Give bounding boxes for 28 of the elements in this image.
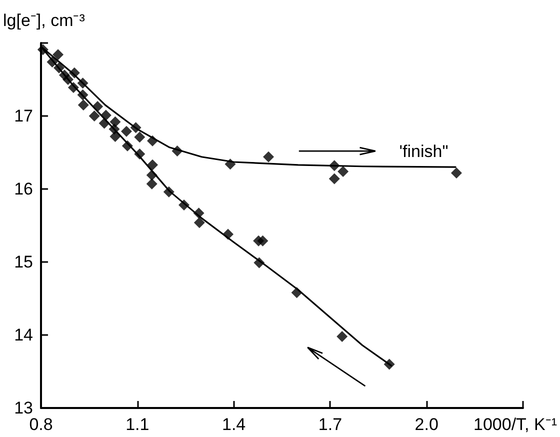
point (110, 130, 121, 142)
point (120, 126, 132, 137)
x-axis-title: 1000/T, K⁻¹ (474, 415, 558, 434)
point (194, 217, 205, 228)
x-tick-label: 1.4 (222, 415, 246, 434)
point (78, 100, 89, 111)
annotation: 'finish" (399, 142, 448, 162)
y-tick-label: 14 (14, 326, 33, 344)
point (328, 173, 340, 184)
y-tick-label: 15 (14, 252, 33, 272)
point (88, 110, 100, 122)
point (146, 178, 158, 190)
y-axis-title: lg[e⁻], cm⁻³ (3, 11, 86, 30)
point (263, 151, 274, 162)
y-tick-label: 16 (14, 180, 33, 198)
point (257, 235, 268, 246)
x-tick-label: 2.0 (414, 415, 438, 434)
y-tick-label: 17 (14, 106, 33, 126)
x-tick-label: 1.7 (318, 415, 342, 434)
point (147, 159, 158, 170)
point (338, 166, 349, 177)
x-tick-label: 0.8 (29, 415, 53, 434)
point (52, 49, 64, 60)
point (450, 167, 462, 178)
point (134, 132, 146, 143)
y-tick-label: 13 (14, 398, 33, 418)
point (336, 330, 348, 342)
x-tick-label: 1.1 (126, 415, 150, 434)
